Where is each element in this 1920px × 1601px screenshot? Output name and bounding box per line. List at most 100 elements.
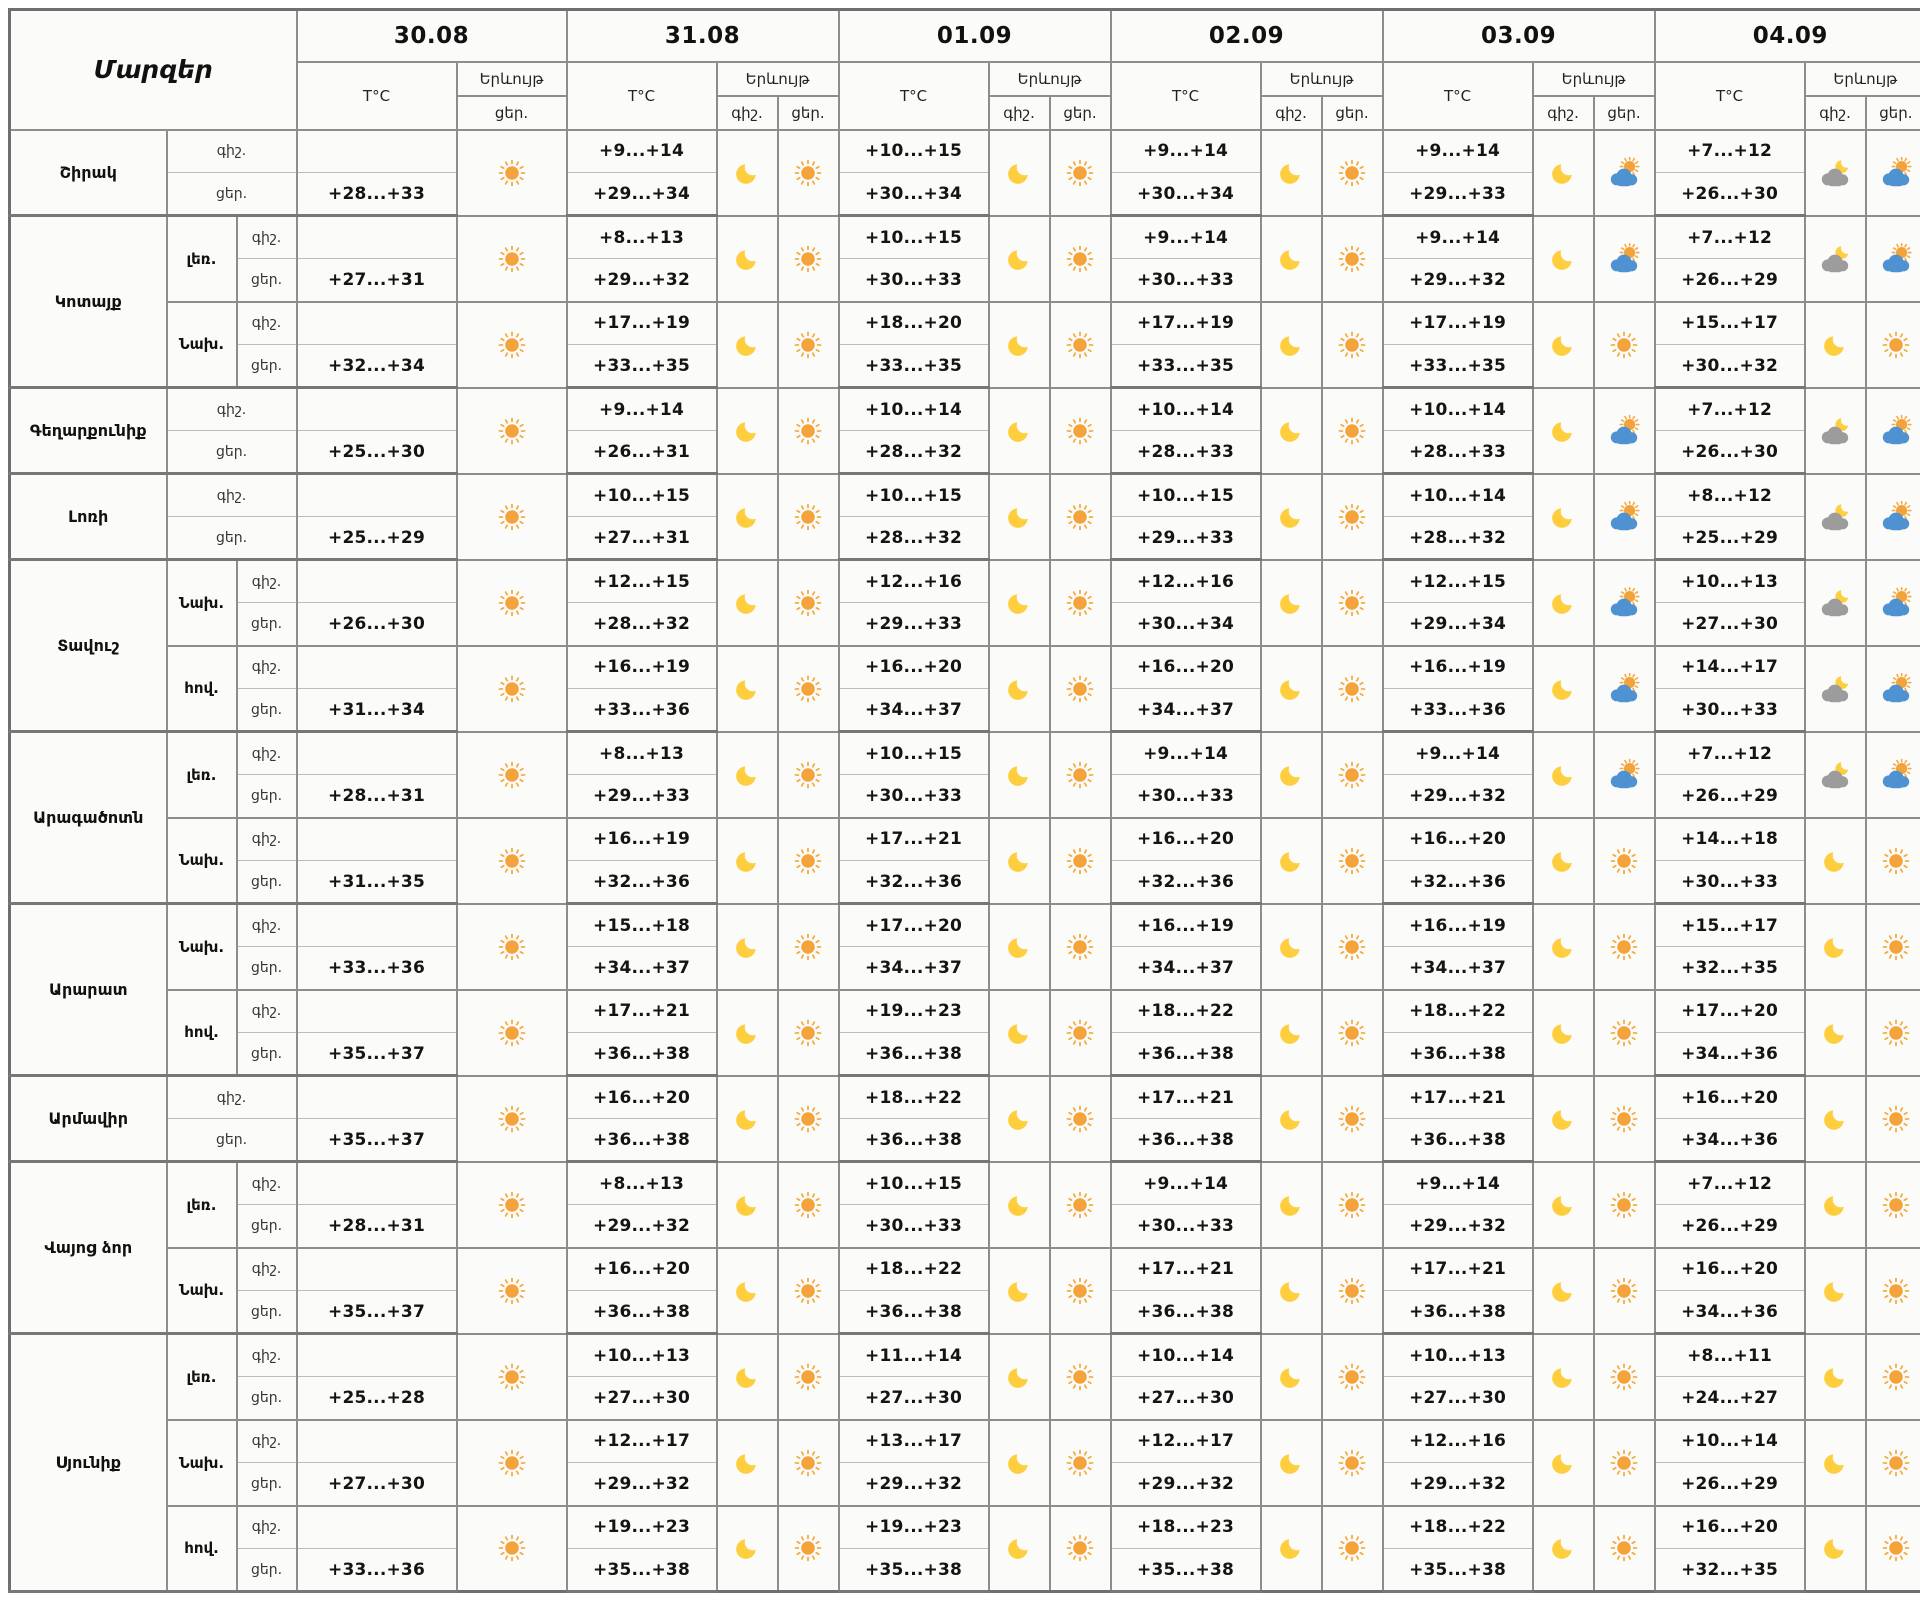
sun-icon bbox=[1337, 158, 1367, 188]
date-header-4: 03.09 bbox=[1383, 10, 1655, 62]
day-temp-cell: +29...+32 bbox=[567, 259, 717, 302]
cloud-sun-cell bbox=[1866, 216, 1920, 302]
sun-cell bbox=[1866, 302, 1920, 388]
forecast-row-night: Նախ.գիշ.+17...+19+18...+20+17...+19+17..… bbox=[10, 302, 1920, 345]
region-name: Գեղարքունիք bbox=[10, 388, 167, 474]
moon-icon bbox=[1548, 588, 1578, 618]
day-temp-cell: +26...+29 bbox=[1655, 259, 1805, 302]
sun-icon bbox=[1065, 1362, 1095, 1392]
sun-icon bbox=[1065, 416, 1095, 446]
sun-icon bbox=[497, 846, 527, 876]
sun-cell bbox=[457, 1506, 567, 1592]
sun-icon bbox=[497, 1104, 527, 1134]
sun-cell bbox=[778, 1334, 839, 1420]
sun-cell bbox=[1594, 1162, 1655, 1248]
sun-cell bbox=[1322, 818, 1383, 904]
moon-icon bbox=[1820, 1190, 1850, 1220]
day-temp-cell: +25...+30 bbox=[297, 431, 457, 474]
moon-cell bbox=[1533, 130, 1594, 216]
sun-cell bbox=[1594, 1076, 1655, 1162]
sun-icon bbox=[1065, 1533, 1095, 1563]
moon-cell bbox=[717, 818, 778, 904]
moon-icon bbox=[732, 158, 762, 188]
day-temp-cell: +29...+32 bbox=[567, 1205, 717, 1248]
moon-cell bbox=[1805, 302, 1866, 388]
moon-icon bbox=[732, 1276, 762, 1306]
night-temp-cell: +7...+12 bbox=[1655, 388, 1805, 431]
sun-cell bbox=[1050, 1248, 1111, 1334]
sun-behind-cloud-icon bbox=[1606, 759, 1642, 791]
night-temp-cell: +16...+20 bbox=[567, 1076, 717, 1119]
night-temp-cell: +16...+19 bbox=[1111, 904, 1261, 947]
moon-behind-cloud-icon bbox=[1817, 243, 1853, 275]
night-temp-cell: +7...+12 bbox=[1655, 732, 1805, 775]
moon-cell bbox=[717, 646, 778, 732]
moon-cell bbox=[989, 646, 1050, 732]
night-temp-cell: +16...+20 bbox=[1111, 646, 1261, 689]
night-temp-cell: +16...+20 bbox=[1655, 1076, 1805, 1119]
moon-icon bbox=[732, 846, 762, 876]
day-subheader-3: ցեր. bbox=[1322, 96, 1383, 130]
sun-icon bbox=[1337, 588, 1367, 618]
night-temp-cell: +16...+19 bbox=[1383, 904, 1533, 947]
sun-cell bbox=[1322, 388, 1383, 474]
day-subheader-4: ցեր. bbox=[1594, 96, 1655, 130]
moon-icon bbox=[1004, 1104, 1034, 1134]
moon-cell bbox=[1533, 818, 1594, 904]
sun-icon bbox=[1609, 1448, 1639, 1478]
moon-icon bbox=[1276, 588, 1306, 618]
moon-icon bbox=[1004, 1276, 1034, 1306]
day-temp-cell: +36...+38 bbox=[1111, 1291, 1261, 1334]
moon-icon bbox=[732, 588, 762, 618]
moon-behind-cloud-icon bbox=[1817, 587, 1853, 619]
moon-cell bbox=[989, 1076, 1050, 1162]
sun-icon bbox=[1609, 1104, 1639, 1134]
day-temp-cell: +26...+30 bbox=[1655, 431, 1805, 474]
sun-cell bbox=[1050, 818, 1111, 904]
night-row-label: գիշ. bbox=[167, 474, 297, 517]
moon-icon bbox=[1276, 1190, 1306, 1220]
moon-icon bbox=[1004, 846, 1034, 876]
night-temp-cell: +17...+21 bbox=[1383, 1076, 1533, 1119]
moon-cell bbox=[1533, 1162, 1594, 1248]
moon-cell bbox=[1261, 646, 1322, 732]
region-name: Կոտայք bbox=[10, 216, 167, 388]
region-name: Վայոց ձոր bbox=[10, 1162, 167, 1334]
night-temp-cell: +17...+21 bbox=[839, 818, 989, 861]
moon-icon bbox=[732, 244, 762, 274]
sun-cell bbox=[457, 130, 567, 216]
night-temp-cell: +8...+12 bbox=[1655, 474, 1805, 517]
day-temp-cell: +34...+36 bbox=[1655, 1033, 1805, 1076]
moon-icon bbox=[732, 330, 762, 360]
day-temp-cell: +36...+38 bbox=[839, 1291, 989, 1334]
day-temp-cell: +29...+32 bbox=[1111, 1463, 1261, 1506]
night-temp-cell bbox=[297, 1076, 457, 1119]
cloud-moon-cell bbox=[1805, 388, 1866, 474]
sun-icon bbox=[1881, 1018, 1911, 1048]
moon-icon bbox=[1820, 846, 1850, 876]
sun-cell bbox=[1050, 1506, 1111, 1592]
moon-icon bbox=[732, 502, 762, 532]
day-temp-cell: +32...+34 bbox=[297, 345, 457, 388]
moon-icon bbox=[1820, 1448, 1850, 1478]
sun-cell bbox=[1322, 130, 1383, 216]
sun-cell bbox=[1050, 130, 1111, 216]
night-temp-cell: +18...+22 bbox=[1111, 990, 1261, 1033]
night-temp-cell: +12...+16 bbox=[1111, 560, 1261, 603]
sun-icon bbox=[1609, 330, 1639, 360]
sun-behind-cloud-icon bbox=[1606, 673, 1642, 705]
day-temp-cell: +36...+38 bbox=[1383, 1119, 1533, 1162]
moon-icon bbox=[1004, 1018, 1034, 1048]
night-temp-cell: +7...+12 bbox=[1655, 1162, 1805, 1205]
date-header-3: 02.09 bbox=[1111, 10, 1383, 62]
sun-icon bbox=[497, 674, 527, 704]
sun-cell bbox=[1866, 990, 1920, 1076]
moon-cell bbox=[717, 1506, 778, 1592]
sun-icon bbox=[1065, 588, 1095, 618]
moon-icon bbox=[1004, 330, 1034, 360]
night-row-label: գիշ. bbox=[167, 1076, 297, 1119]
night-temp-cell: +12...+15 bbox=[1383, 560, 1533, 603]
